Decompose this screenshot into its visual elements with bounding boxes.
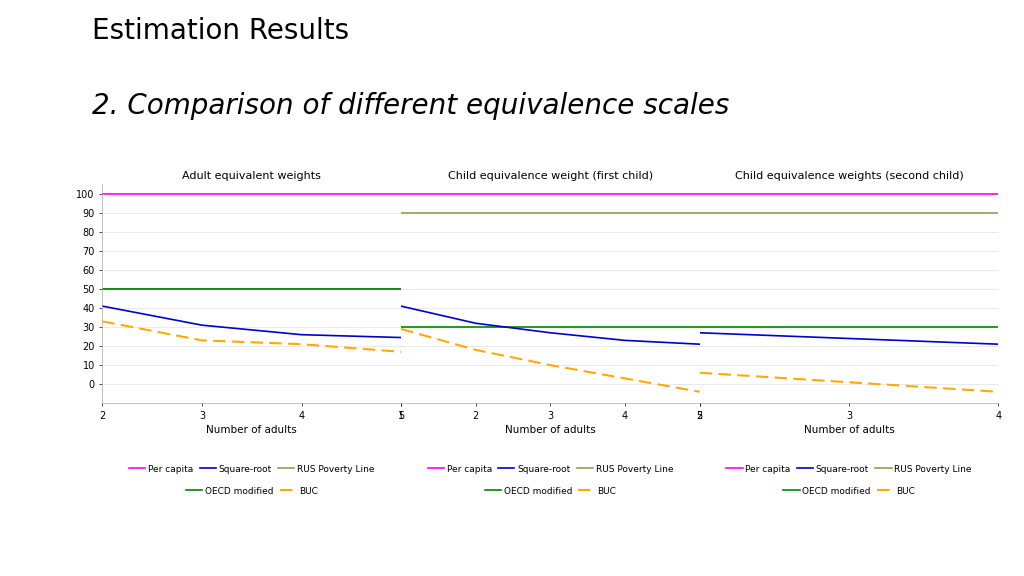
Text: 2. Comparison of different equivalence scales: 2. Comparison of different equivalence s… xyxy=(92,92,729,120)
Legend: OECD modified, BUC: OECD modified, BUC xyxy=(186,487,317,495)
X-axis label: Number of adults: Number of adults xyxy=(804,425,894,435)
Title: Child equivalence weights (second child): Child equivalence weights (second child) xyxy=(734,170,964,181)
Title: Child equivalence weight (first child): Child equivalence weight (first child) xyxy=(447,170,653,181)
X-axis label: Number of adults: Number of adults xyxy=(505,425,596,435)
X-axis label: Number of adults: Number of adults xyxy=(207,425,297,435)
Legend: OECD modified, BUC: OECD modified, BUC xyxy=(783,487,914,495)
Title: Adult equivalent weights: Adult equivalent weights xyxy=(182,170,322,181)
Legend: OECD modified, BUC: OECD modified, BUC xyxy=(484,487,616,495)
Text: Estimation Results: Estimation Results xyxy=(92,17,349,46)
